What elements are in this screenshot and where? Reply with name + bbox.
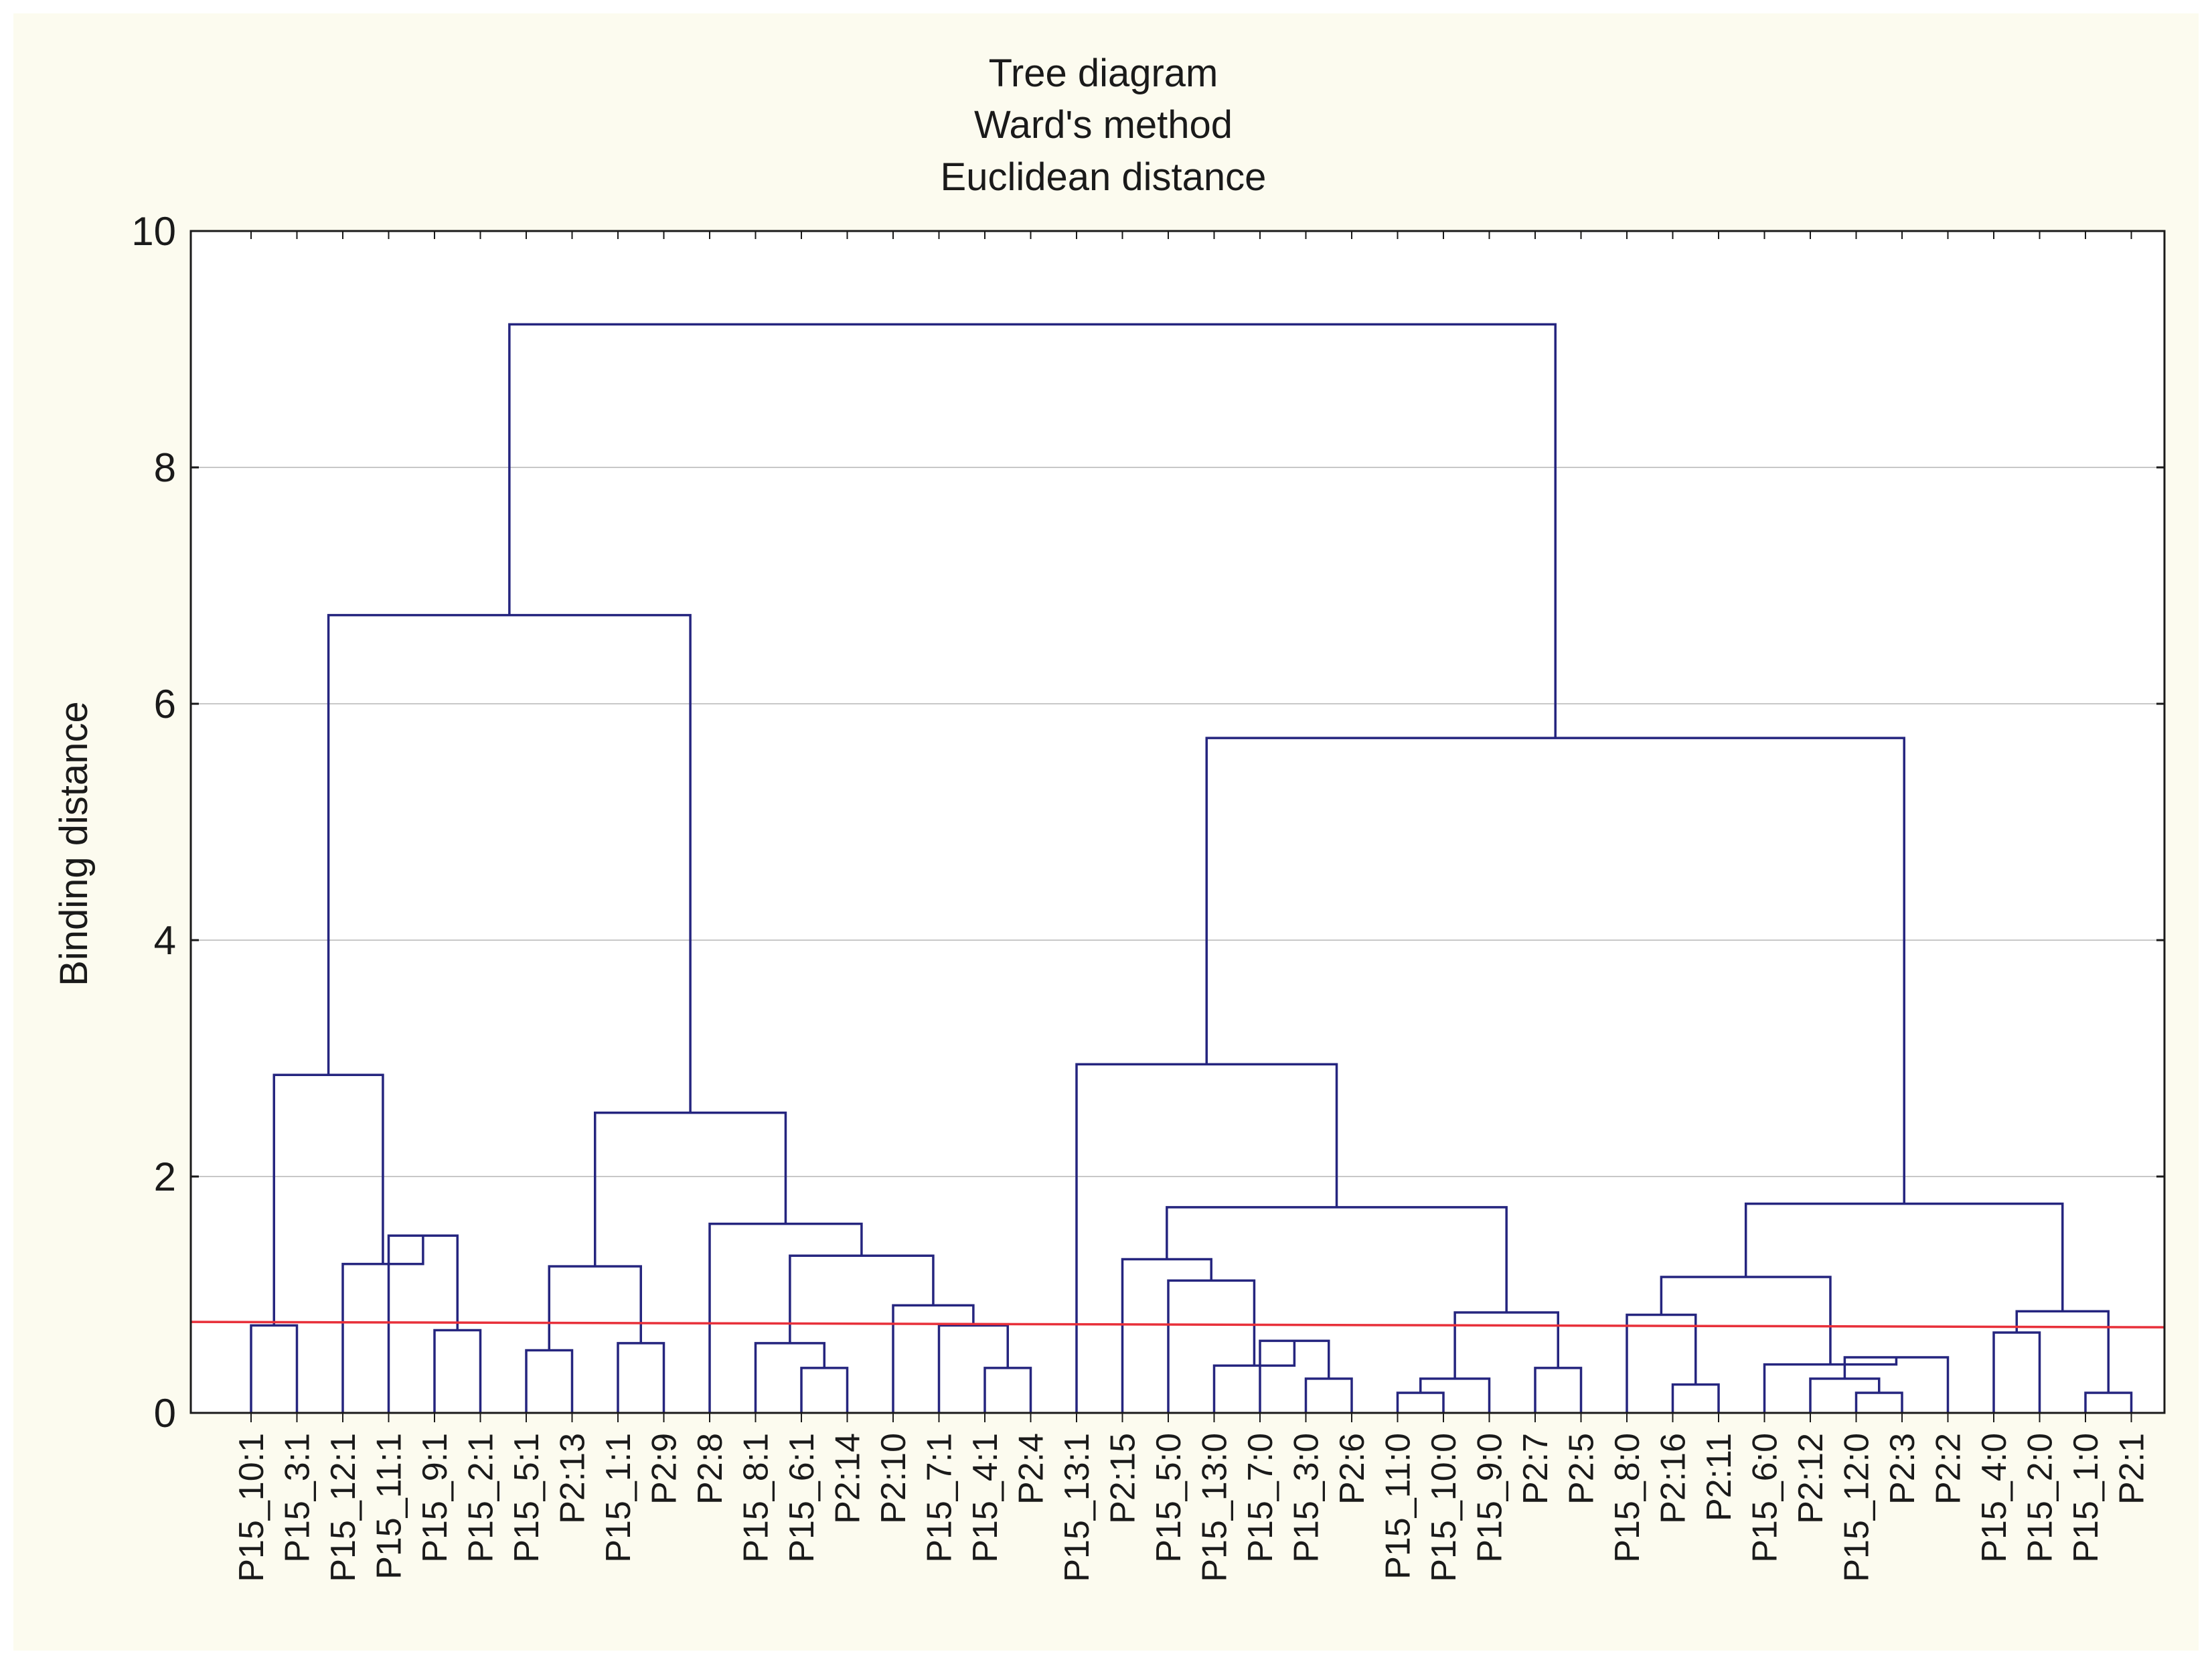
leaf-label: P15_11:0 — [1379, 1433, 1418, 1580]
dendrogram-links — [250, 323, 2133, 1413]
leaf-label: P15_6:1 — [783, 1433, 821, 1563]
link-m19 — [1259, 1339, 1330, 1413]
leaf-label: P2:3 — [1883, 1433, 1922, 1505]
y-tick-label: 6 — [154, 682, 176, 727]
leaf-label: P2:13 — [554, 1433, 592, 1524]
y-tick-label: 0 — [154, 1391, 176, 1436]
leaf-label: P2:15 — [1104, 1433, 1143, 1524]
leaf-label: P2:9 — [645, 1433, 684, 1505]
grid-lines — [191, 467, 2164, 1177]
link-m30 — [1626, 1313, 1697, 1413]
y-axis-ticks: 0 2 4 6 8 10 — [131, 209, 2164, 1436]
y-axis-label: Binding distance — [52, 701, 96, 986]
dendrogram-chart: Tree diagram Ward's method Euclidean dis… — [52, 52, 2166, 1582]
leaf-label: P2:11 — [1700, 1433, 1739, 1521]
link-m13 — [892, 1304, 975, 1413]
y-tick-label: 10 — [131, 209, 176, 254]
leaf-label: P15_11:1 — [370, 1433, 409, 1580]
cut-line — [190, 1320, 2165, 1329]
leaf-label: P2:14 — [829, 1433, 868, 1524]
link-m23 — [1396, 1391, 1445, 1413]
link-m14 — [789, 1254, 935, 1343]
leaf-label: P15_2:0 — [2021, 1433, 2060, 1563]
leaf-label: P15_4:0 — [1975, 1433, 2014, 1563]
leaf-label: P15_9:0 — [1471, 1433, 1510, 1563]
top-minor-ticks — [250, 231, 2132, 1422]
title-line-1: Tree diagram — [989, 52, 1218, 95]
link-m40 — [1205, 737, 1905, 1204]
leaf-label: P2:8 — [691, 1433, 730, 1505]
leaf-label: P15_13:0 — [1196, 1433, 1235, 1582]
chart-area: Tree diagram Ward's method Euclidean dis… — [13, 13, 2199, 1651]
leaf-label: P15_13:1 — [1058, 1433, 1097, 1582]
leaf-label: P15_12:0 — [1838, 1433, 1877, 1582]
leaf-label: P15_1:1 — [599, 1433, 638, 1563]
link-m35 — [1660, 1276, 1832, 1365]
leaf-label: P15_4:1 — [966, 1433, 1005, 1563]
leaf-label: P2:10 — [874, 1433, 913, 1524]
title-line-2: Ward's method — [974, 103, 1233, 147]
title-line-3: Euclidean distance — [941, 155, 1267, 199]
leaf-label: P2:1 — [2113, 1433, 2152, 1505]
leaf-label: P15_1:0 — [2067, 1433, 2106, 1563]
leaf-label: P2:2 — [1929, 1433, 1968, 1505]
leaf-label: P15_5:0 — [1150, 1433, 1188, 1563]
leaf-label: P15_2:1 — [462, 1433, 501, 1563]
leaf-label: P15_7:1 — [921, 1433, 959, 1563]
leaf-label: P15_10:0 — [1425, 1433, 1464, 1582]
leaf-label: P2:12 — [1792, 1433, 1830, 1524]
link-m36 — [2084, 1391, 2133, 1413]
leaf-label: P15_3:0 — [1287, 1433, 1326, 1563]
leaf-label: P15_8:0 — [1608, 1433, 1647, 1563]
chart-title: Tree diagram Ward's method Euclidean dis… — [941, 52, 1267, 199]
leaf-label: P15_12:1 — [324, 1433, 363, 1582]
leaf-label: P2:16 — [1654, 1433, 1693, 1524]
link-m31 — [1854, 1391, 1903, 1413]
plot-panel — [191, 231, 2164, 1413]
leaf-label: P2:5 — [1563, 1433, 1601, 1505]
leaf-label: P2:7 — [1516, 1433, 1555, 1505]
y-tick-label: 8 — [154, 445, 176, 490]
leaf-label: P2:6 — [1333, 1433, 1372, 1505]
leaf-label: P15_6:0 — [1746, 1433, 1785, 1563]
y-tick-label: 4 — [154, 918, 176, 963]
plot-frame — [189, 230, 2166, 1414]
leaf-label: P15_5:1 — [507, 1433, 546, 1563]
leaf-label: P2:4 — [1012, 1433, 1051, 1505]
leaf-label: P15_9:1 — [416, 1433, 455, 1563]
leaf-labels: P15_10:1 P15_3:1 P15_12:1 P15_11:1 P15_9:1 P1… — [232, 1433, 2152, 1582]
leaf-label: P15_10:1 — [232, 1433, 271, 1582]
y-tick-label: 2 — [154, 1154, 176, 1199]
leaf-label: P15_7:0 — [1241, 1433, 1280, 1563]
leaf-label: P15_8:1 — [737, 1433, 776, 1563]
leaf-label: P15_3:1 — [279, 1433, 317, 1563]
link-m34 — [1763, 1357, 1898, 1413]
link-m41 — [508, 323, 1557, 739]
